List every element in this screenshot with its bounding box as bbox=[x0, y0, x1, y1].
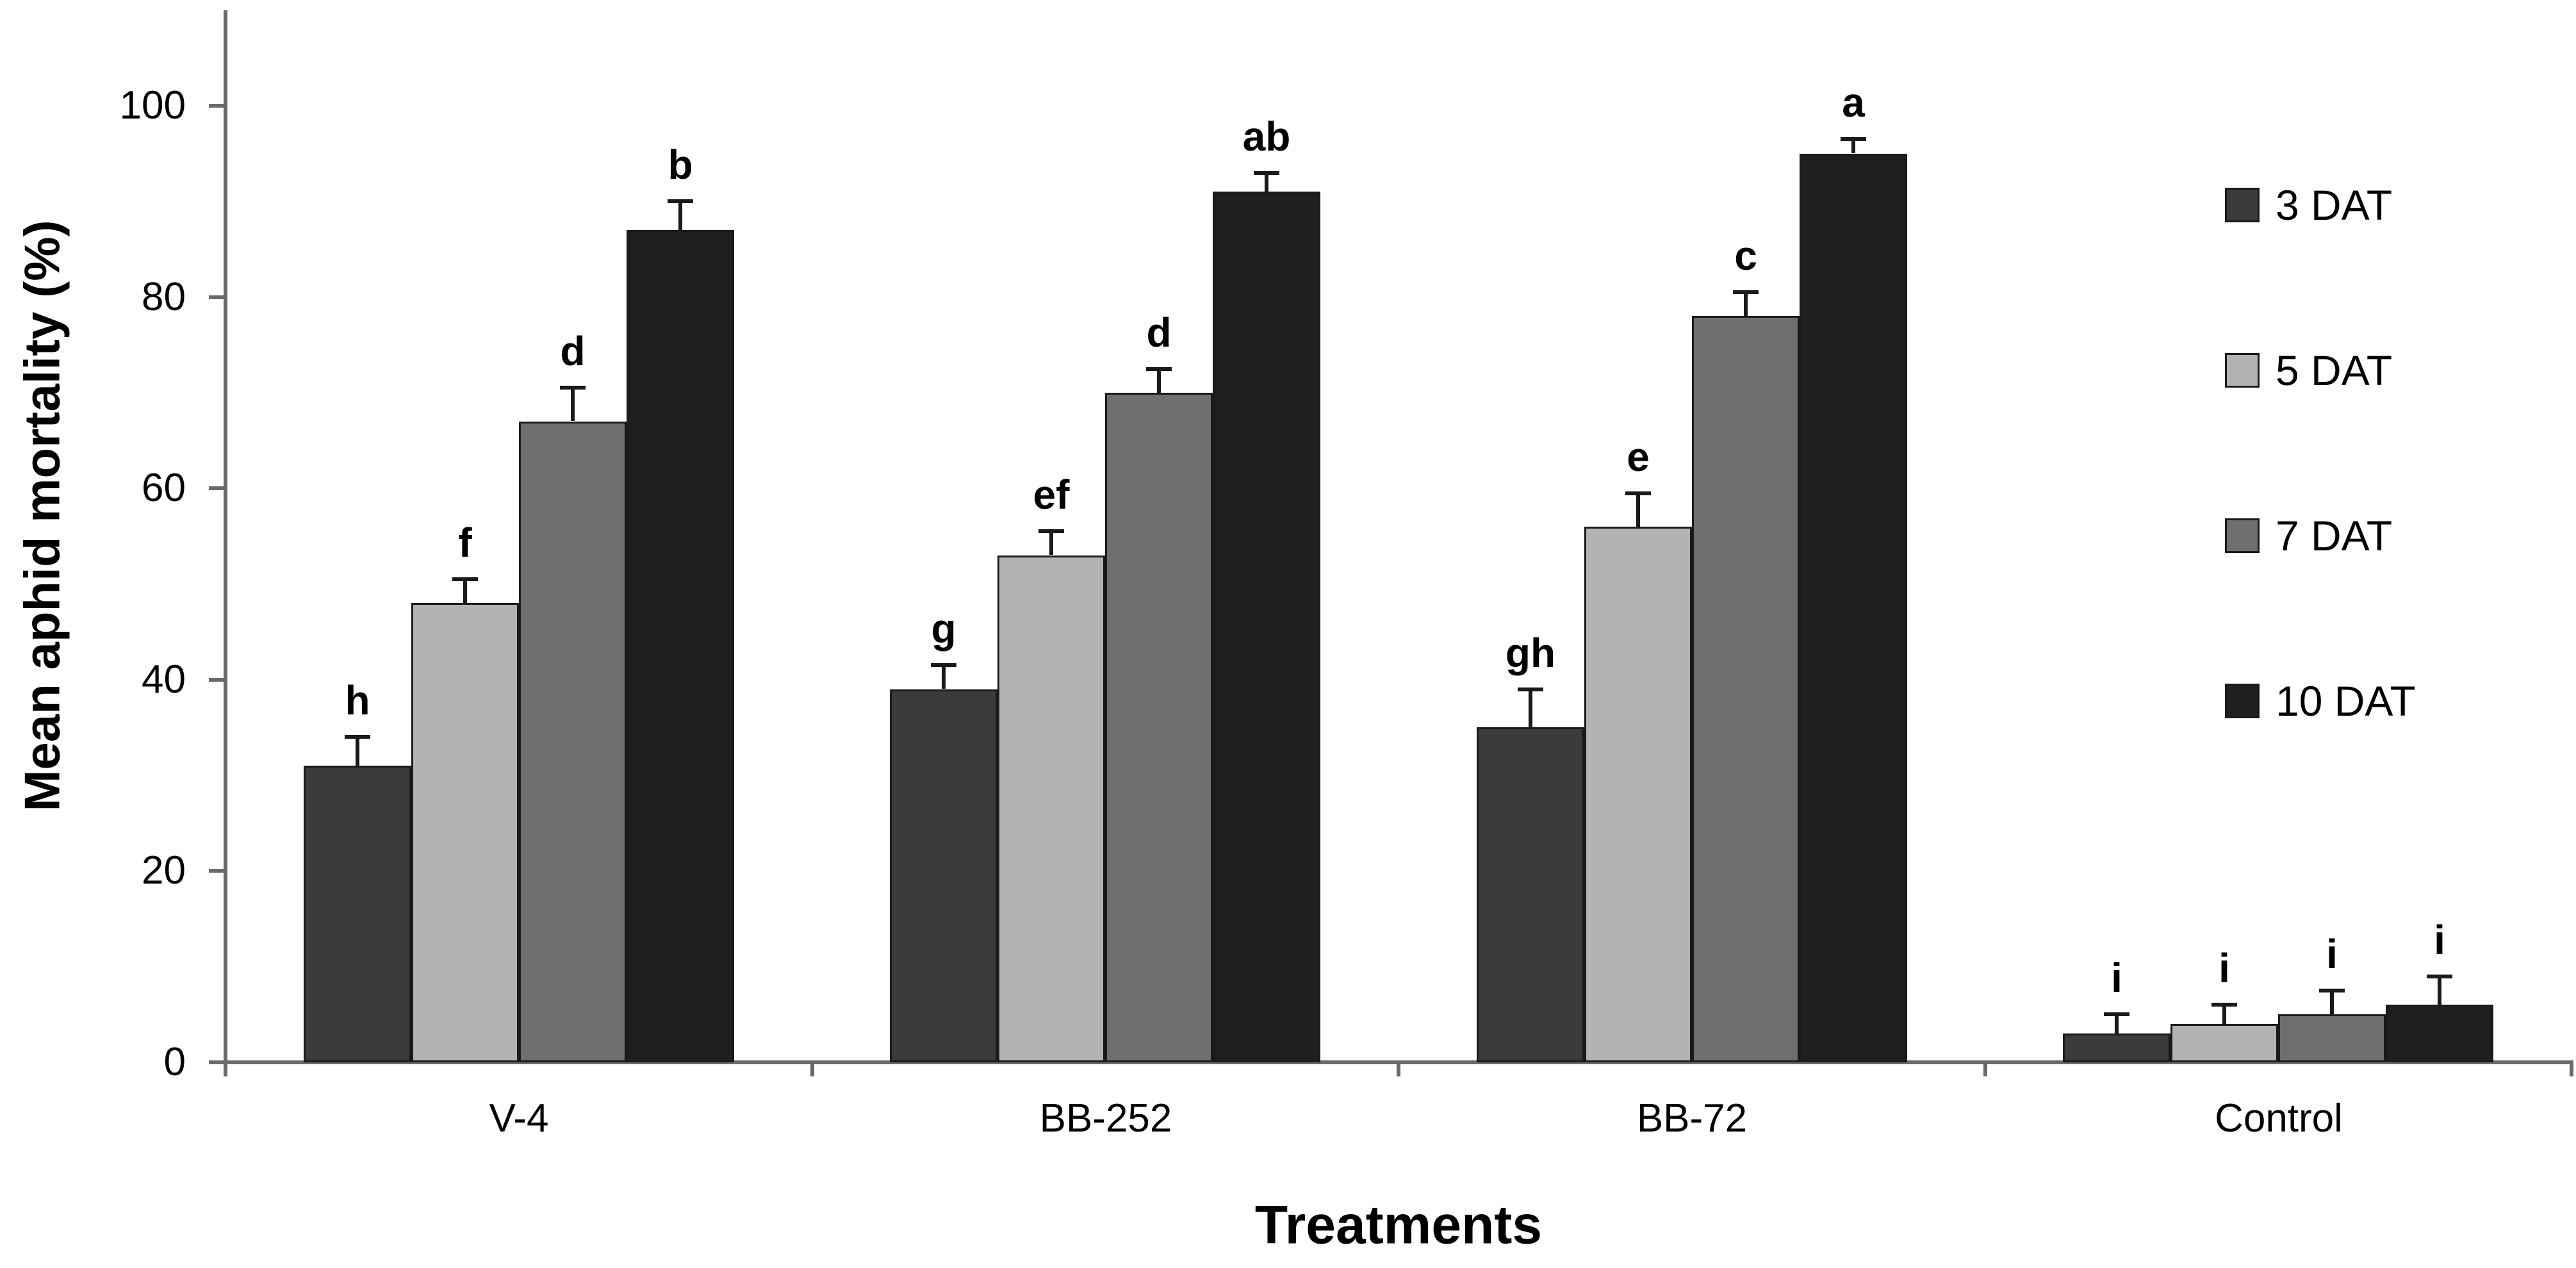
y-tick-label: 60 bbox=[142, 466, 186, 510]
bar bbox=[519, 422, 627, 1062]
y-tick-label: 20 bbox=[142, 848, 186, 893]
error-bar-cap bbox=[1733, 290, 1759, 294]
bar bbox=[1105, 393, 1213, 1062]
bar bbox=[627, 230, 734, 1062]
y-tick-label: 0 bbox=[163, 1040, 186, 1084]
y-axis-tick bbox=[209, 486, 226, 490]
category-label: Control bbox=[2215, 1096, 2343, 1140]
significance-letter: i bbox=[2326, 931, 2338, 977]
error-bar-stem bbox=[1529, 689, 1532, 728]
y-tick-label: 40 bbox=[142, 657, 186, 702]
error-bar-cap bbox=[668, 199, 693, 203]
y-axis-tick bbox=[209, 104, 226, 108]
significance-letter: i bbox=[2434, 917, 2445, 963]
significance-letter: c bbox=[1734, 233, 1757, 279]
significance-letter: b bbox=[668, 142, 693, 188]
error-bar-stem bbox=[1744, 292, 1748, 316]
y-axis-line bbox=[224, 10, 227, 1076]
bar bbox=[304, 766, 411, 1062]
error-bar-stem bbox=[2115, 1014, 2119, 1033]
significance-letter: i bbox=[2111, 955, 2122, 1001]
x-axis-tick bbox=[1397, 1062, 1400, 1076]
bar bbox=[997, 556, 1105, 1062]
legend-swatch bbox=[2225, 188, 2260, 222]
significance-letter: a bbox=[1842, 79, 1865, 126]
bar bbox=[2063, 1033, 2170, 1062]
error-bar-cap bbox=[452, 577, 478, 581]
error-bar-cap bbox=[345, 735, 370, 739]
legend-swatch bbox=[2225, 518, 2260, 553]
error-bar-stem bbox=[678, 201, 682, 230]
bar bbox=[1213, 192, 1320, 1062]
significance-letter: g bbox=[931, 605, 956, 652]
bar bbox=[2278, 1014, 2386, 1062]
error-bar-cap bbox=[931, 663, 956, 667]
bar bbox=[2386, 1005, 2493, 1062]
legend-swatch bbox=[2225, 353, 2260, 388]
y-axis-tick bbox=[209, 295, 226, 299]
bar bbox=[411, 603, 519, 1062]
bar bbox=[1692, 316, 1800, 1062]
error-bar-cap bbox=[1841, 137, 1866, 141]
y-axis-tick bbox=[209, 1060, 226, 1064]
significance-letter: gh bbox=[1505, 630, 1556, 676]
y-tick-label: 100 bbox=[119, 83, 186, 128]
error-bar-cap bbox=[1038, 529, 1064, 533]
error-bar-cap bbox=[2427, 975, 2452, 978]
x-axis-tick bbox=[1983, 1062, 1987, 1076]
error-bar-cap bbox=[560, 386, 586, 390]
significance-letter: ef bbox=[1033, 472, 1070, 518]
x-axis-tick bbox=[810, 1062, 814, 1076]
error-bar-stem bbox=[2438, 976, 2441, 1005]
error-bar-cap bbox=[1146, 367, 1172, 371]
legend-label: 5 DAT bbox=[2276, 347, 2393, 394]
significance-letter: i bbox=[2219, 945, 2230, 991]
x-axis-tick bbox=[224, 1062, 227, 1076]
error-bar-cap bbox=[2211, 1003, 2237, 1007]
error-bar-stem bbox=[356, 737, 359, 766]
error-bar-cap bbox=[2104, 1012, 2129, 1016]
error-bar-stem bbox=[571, 388, 575, 421]
category-label: BB-252 bbox=[1039, 1096, 1172, 1140]
legend-swatch bbox=[2225, 684, 2260, 718]
significance-letter: e bbox=[1627, 434, 1650, 480]
error-bar-cap bbox=[1254, 171, 1279, 175]
y-axis-tick bbox=[209, 869, 226, 873]
category-label: BB-72 bbox=[1636, 1096, 1748, 1140]
significance-letter: d bbox=[1146, 309, 1172, 356]
x-axis-title: Treatments bbox=[1254, 1194, 1543, 1255]
category-label: V-4 bbox=[489, 1096, 549, 1140]
error-bar-cap bbox=[1625, 491, 1651, 495]
error-bar-stem bbox=[1157, 369, 1161, 393]
significance-letter: h bbox=[345, 677, 370, 723]
significance-letter: ab bbox=[1242, 113, 1291, 160]
bar bbox=[2170, 1024, 2278, 1062]
error-bar-stem bbox=[463, 579, 467, 603]
error-bar-stem bbox=[1636, 493, 1640, 527]
x-axis-tick bbox=[2570, 1062, 2573, 1076]
error-bar-stem bbox=[1049, 531, 1053, 555]
bar bbox=[890, 689, 997, 1062]
error-bar-stem bbox=[2222, 1005, 2226, 1024]
legend-label: 3 DAT bbox=[2276, 181, 2393, 229]
error-bar-cap bbox=[1518, 688, 1543, 691]
y-tick-label: 80 bbox=[142, 275, 186, 319]
significance-letter: d bbox=[560, 328, 586, 374]
legend-label: 7 DAT bbox=[2276, 512, 2393, 559]
error-bar-stem bbox=[1851, 139, 1855, 153]
error-bar-stem bbox=[942, 665, 946, 689]
error-bar-stem bbox=[2330, 991, 2334, 1014]
bar bbox=[1477, 727, 1584, 1062]
significance-letter: f bbox=[458, 520, 472, 566]
bar bbox=[1800, 154, 1907, 1062]
bar bbox=[1584, 527, 1692, 1062]
y-axis-tick bbox=[209, 678, 226, 682]
error-bar-cap bbox=[2319, 989, 2345, 992]
error-bar-stem bbox=[1265, 173, 1268, 192]
legend-label: 10 DAT bbox=[2276, 677, 2416, 725]
